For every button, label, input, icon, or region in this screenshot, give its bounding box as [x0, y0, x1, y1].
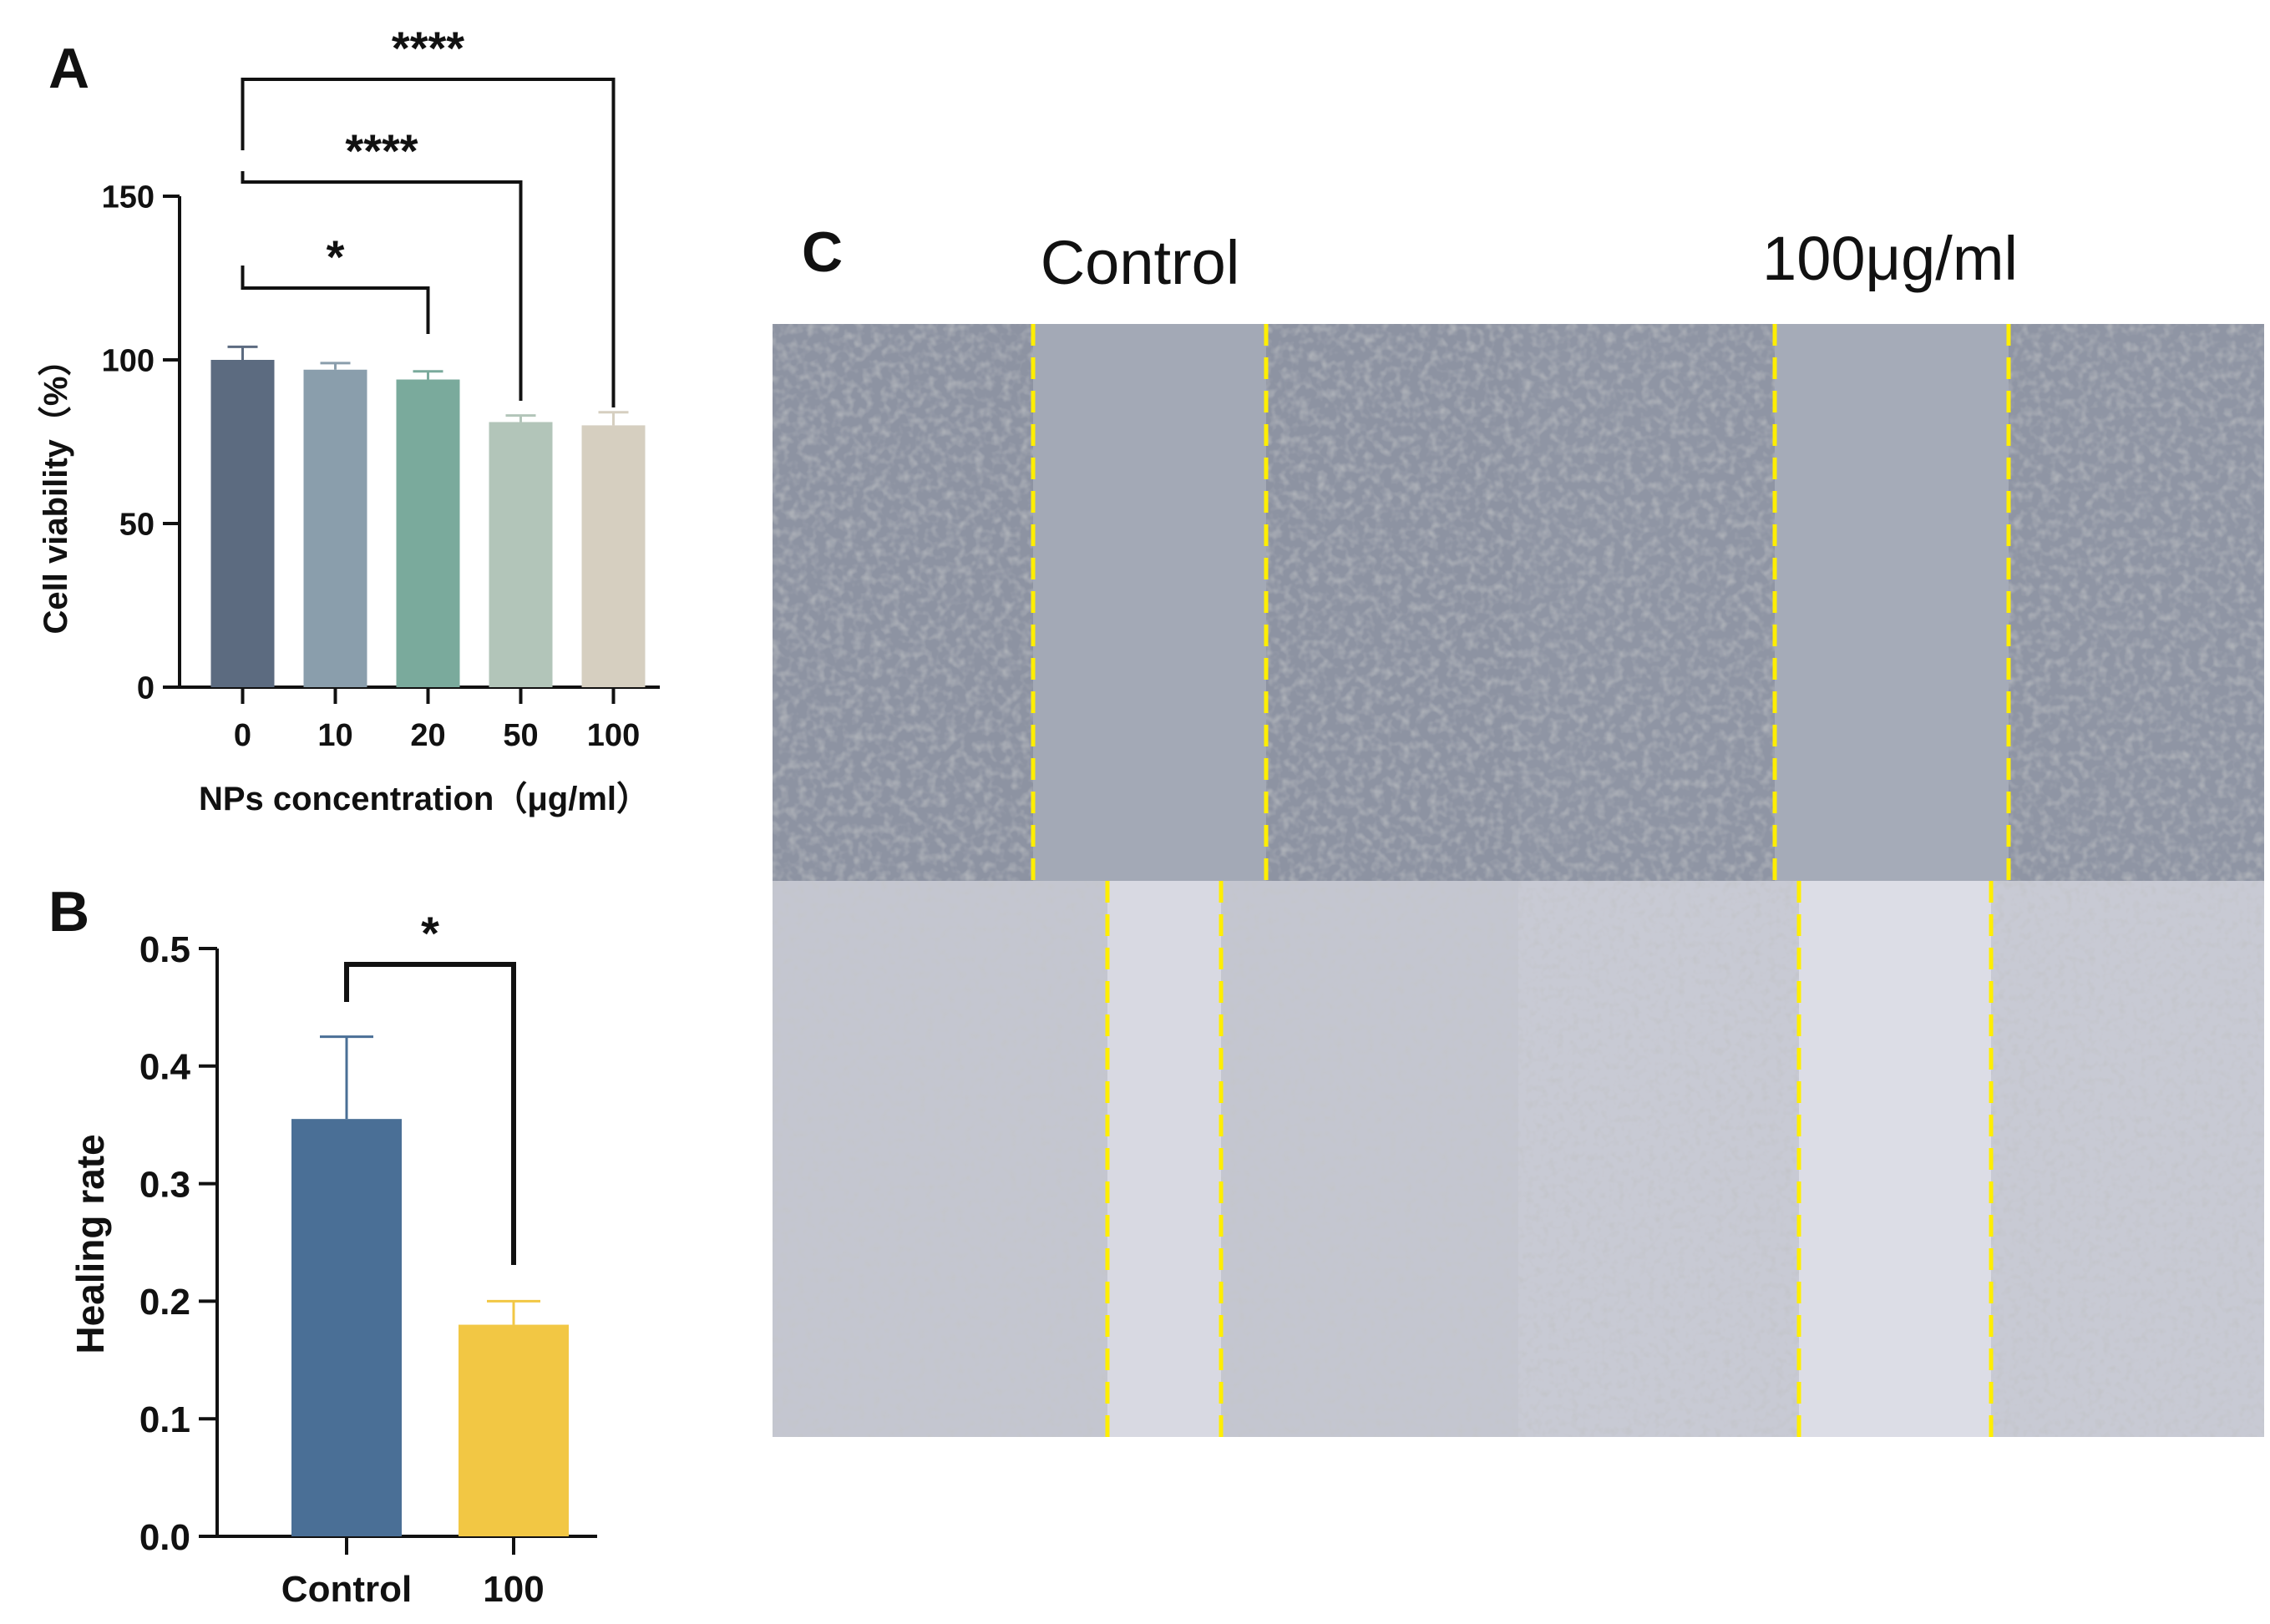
bar	[291, 1119, 402, 1536]
chart-a-y-axis-title: Cell viability（%）	[38, 343, 74, 635]
x-tick-label: 100	[483, 1569, 544, 1610]
x-tick-label: Control	[281, 1569, 412, 1610]
significance-bracket	[344, 962, 516, 1265]
x-tick-label: 50	[503, 718, 538, 753]
y-tick-label: 0.5	[139, 929, 190, 970]
x-tick-label: 0	[234, 718, 251, 753]
significance-label: ****	[392, 22, 464, 74]
significance-label: *	[327, 230, 345, 283]
bar	[210, 360, 275, 687]
panel-letter-a: A	[48, 37, 89, 100]
micrograph-100-bottom-gap	[1799, 881, 1991, 1437]
bar	[581, 425, 646, 687]
significance-bracket	[241, 266, 430, 334]
bar	[489, 422, 553, 687]
y-tick-label: 0	[137, 671, 155, 706]
y-tick-label: 0.4	[139, 1047, 191, 1088]
micrograph-column-label-100: 100μg/ml	[1762, 224, 2018, 293]
significance-bracket	[241, 78, 616, 407]
x-tick-label: 20	[410, 718, 445, 753]
significance-label: ****	[345, 124, 418, 177]
bar	[396, 379, 460, 687]
panel-letter-b: B	[48, 880, 89, 944]
chart-a-x-axis-title: NPs concentration（μg/ml）	[199, 781, 650, 817]
x-tick-label: 10	[317, 718, 352, 753]
y-tick-label: 150	[102, 180, 155, 215]
bar	[303, 369, 367, 687]
micrograph-control-top-gap	[1033, 324, 1266, 881]
x-tick-label: 100	[587, 718, 640, 753]
micrograph-column-label-control: Control	[1041, 228, 1240, 297]
healing-rate-chart: 0.0 0.1 0.2 0.3 0.4 0.5 Control 100 *	[139, 907, 597, 1610]
micrograph-control-bottom-gap	[1107, 881, 1221, 1437]
micrograph-100-top-gap	[1775, 324, 2009, 881]
y-tick-label: 50	[119, 508, 155, 543]
significance-label: *	[421, 907, 439, 959]
wound-healing-micrographs: Control 100μg/ml	[773, 224, 2264, 1437]
y-tick-label: 0.3	[139, 1164, 190, 1205]
bar	[459, 1324, 569, 1536]
chart-b-y-axis-title: Healing rate	[68, 1134, 112, 1353]
y-tick-label: 0.1	[139, 1399, 190, 1440]
y-tick-label: 0.0	[139, 1517, 190, 1558]
significance-bracket	[241, 171, 523, 401]
y-tick-label: 100	[102, 344, 155, 379]
panel-letter-c: C	[802, 220, 843, 284]
y-tick-label: 0.2	[139, 1282, 190, 1323]
